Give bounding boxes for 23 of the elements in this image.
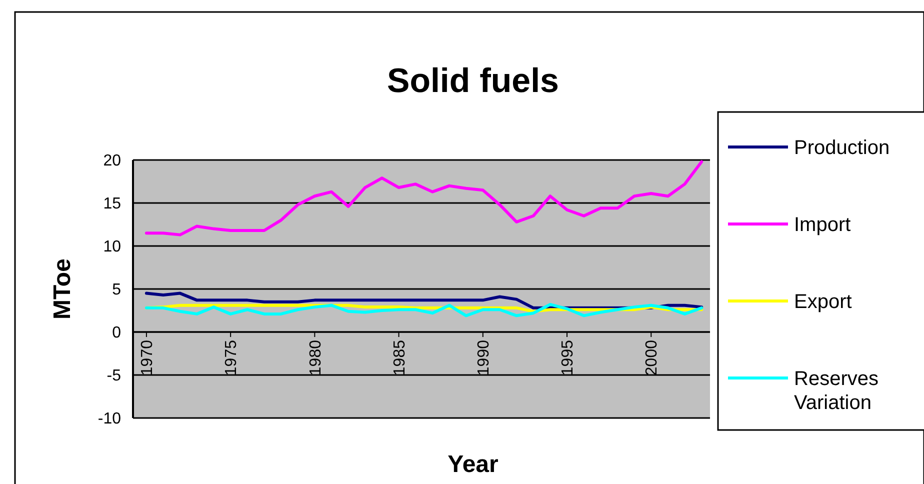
chart-title: Solid fuels <box>387 62 559 100</box>
x-tick-label: 1980 <box>307 340 324 376</box>
x-axis-title: Year <box>448 451 498 478</box>
y-tick-label: -10 <box>98 410 122 428</box>
legend-label: Reserves Variation <box>794 368 878 414</box>
y-tick-label: 5 <box>112 282 122 299</box>
x-tick-label: 2000 <box>644 340 661 376</box>
legend-label: Export <box>794 291 852 313</box>
y-tick-label: 10 <box>103 238 122 256</box>
y-axis-title: MToe <box>49 258 76 320</box>
y-tick-label: 15 <box>103 196 122 213</box>
line-series <box>144 302 704 318</box>
y-tick-label: -5 <box>106 368 122 385</box>
x-tick-label: 1985 <box>391 340 408 376</box>
legend-label: Import <box>794 214 852 236</box>
line-series <box>144 160 704 236</box>
legend-label: Production <box>794 137 890 159</box>
y-tick-label: 0 <box>112 324 122 342</box>
x-tick-label: 1995 <box>560 340 577 376</box>
x-tick-label: 1975 <box>223 340 240 376</box>
x-tick-label: 1970 <box>139 340 156 376</box>
x-tick-label: 1990 <box>476 340 492 376</box>
y-tick-label: 20 <box>103 152 122 170</box>
